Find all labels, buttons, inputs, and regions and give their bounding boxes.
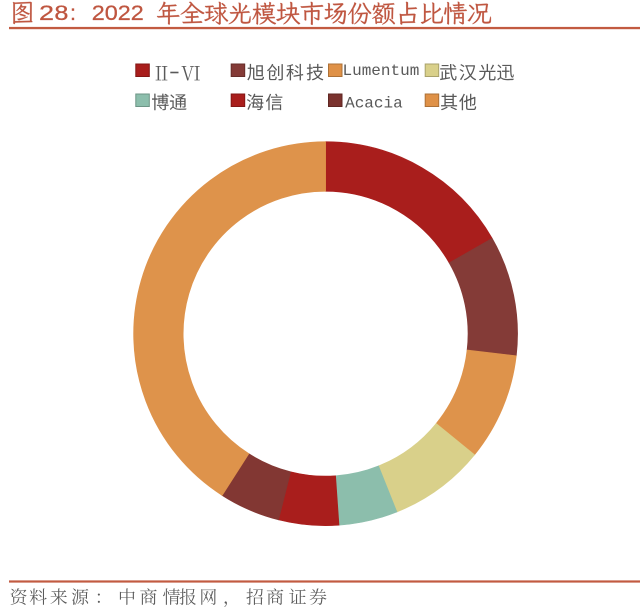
svg-text::: : (70, 1, 76, 25)
svg-text:Acacia: Acacia (345, 95, 403, 113)
svg-text:Lumentum: Lumentum (343, 62, 420, 80)
svg-text:2: 2 (39, 1, 54, 25)
svg-text:2022: 2022 (92, 1, 144, 25)
svg-text:8: 8 (54, 1, 68, 25)
